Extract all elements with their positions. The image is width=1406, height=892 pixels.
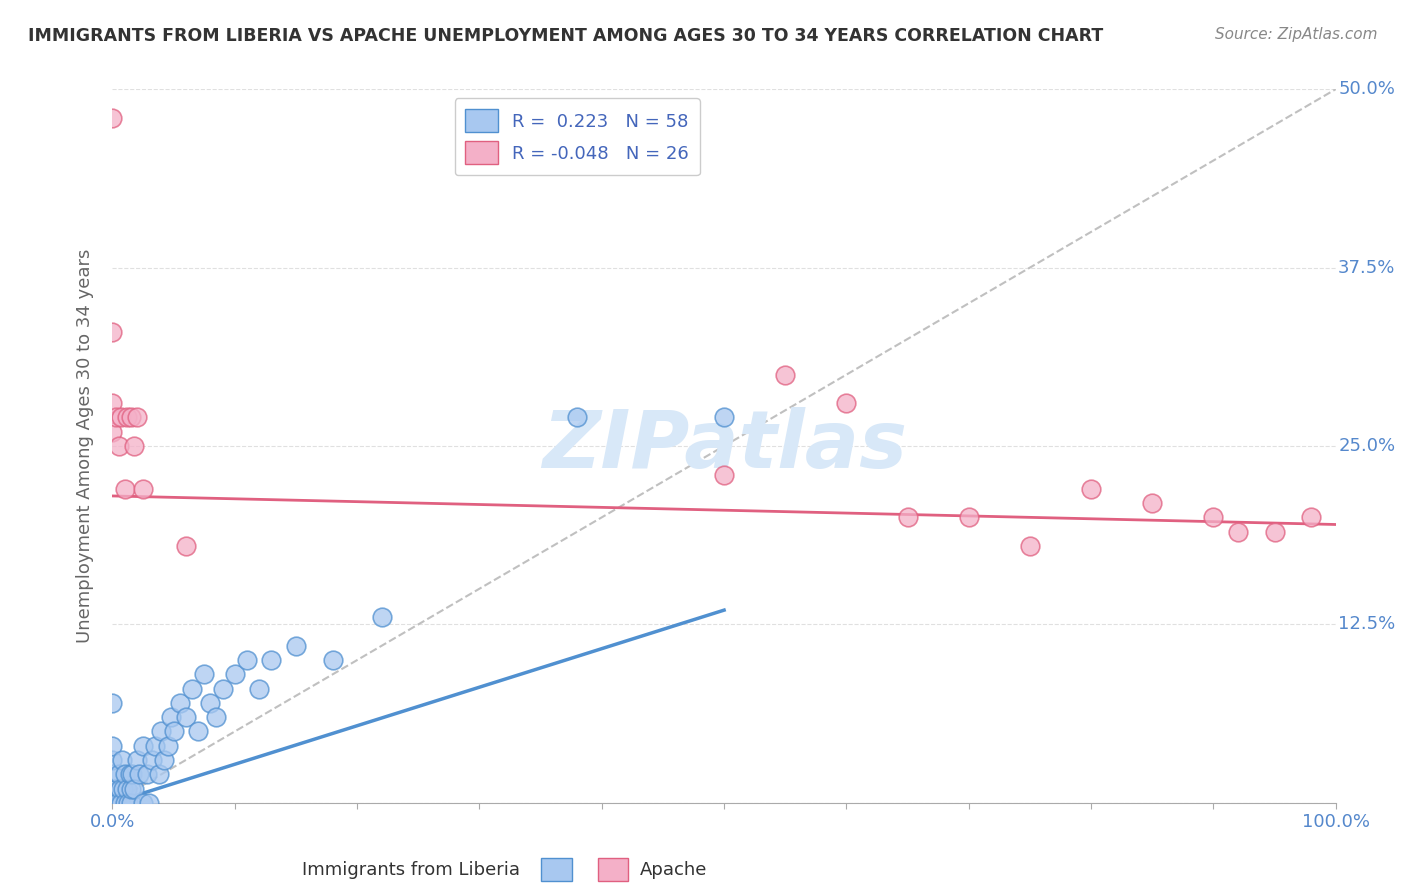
Point: [247, 681, 270, 696]
Point: [174, 710, 197, 724]
Point: [181, 681, 204, 696]
Point: [150, 724, 173, 739]
Text: ZIPatlas: ZIPatlas: [541, 407, 907, 485]
Text: 50.0%: 50.0%: [1339, 80, 1395, 98]
Point: [105, 781, 128, 796]
Point: [110, 796, 132, 810]
Point: [132, 482, 155, 496]
Point: [132, 796, 155, 810]
Point: [107, 439, 129, 453]
Point: [775, 368, 797, 382]
Point: [211, 681, 233, 696]
Text: Source: ZipAtlas.com: Source: ZipAtlas.com: [1215, 27, 1378, 42]
Point: [957, 510, 980, 524]
Point: [111, 753, 134, 767]
Point: [897, 510, 920, 524]
Text: 37.5%: 37.5%: [1339, 259, 1396, 277]
Point: [284, 639, 308, 653]
Point: [125, 753, 148, 767]
Point: [114, 767, 136, 781]
Point: [108, 781, 131, 796]
Point: [101, 796, 124, 810]
Point: [236, 653, 259, 667]
Point: [120, 781, 142, 796]
Point: [114, 482, 136, 496]
Point: [835, 396, 858, 410]
Point: [105, 796, 128, 810]
Point: [115, 781, 138, 796]
Point: [101, 767, 124, 781]
Point: [101, 781, 124, 796]
Point: [101, 425, 124, 439]
Point: [125, 410, 148, 425]
Point: [187, 724, 209, 739]
Point: [124, 781, 146, 796]
Point: [110, 410, 132, 425]
Point: [163, 724, 186, 739]
Text: 12.5%: 12.5%: [1339, 615, 1395, 633]
Point: [105, 410, 128, 425]
Point: [322, 653, 344, 667]
Point: [156, 739, 179, 753]
Point: [101, 696, 124, 710]
Point: [105, 796, 128, 810]
Point: [713, 410, 735, 425]
Point: [107, 767, 129, 781]
Text: 25.0%: 25.0%: [1339, 437, 1395, 455]
Point: [101, 796, 124, 810]
Point: [1018, 539, 1040, 553]
Point: [101, 796, 124, 810]
Point: [1080, 482, 1102, 496]
Point: [713, 467, 735, 482]
Point: [160, 710, 183, 724]
Point: [1142, 496, 1164, 510]
Text: Immigrants from Liberia: Immigrants from Liberia: [302, 861, 520, 879]
Point: [141, 753, 163, 767]
Point: [143, 739, 166, 753]
Point: [101, 739, 124, 753]
Point: [370, 610, 392, 624]
Point: [1202, 510, 1225, 524]
Point: [169, 696, 191, 710]
Point: [205, 710, 228, 724]
Point: [101, 781, 124, 796]
Point: [567, 410, 589, 425]
Point: [1226, 524, 1249, 539]
Point: [1301, 510, 1323, 524]
Point: [101, 396, 124, 410]
Point: [101, 753, 124, 767]
Point: [224, 667, 246, 681]
Point: [135, 767, 157, 781]
Y-axis label: Unemployment Among Ages 30 to 34 years: Unemployment Among Ages 30 to 34 years: [76, 249, 94, 643]
Point: [115, 410, 138, 425]
Point: [112, 781, 135, 796]
Legend: R =  0.223   N = 58, R = -0.048   N = 26: R = 0.223 N = 58, R = -0.048 N = 26: [454, 98, 700, 176]
Point: [128, 767, 150, 781]
Point: [124, 439, 146, 453]
Point: [120, 796, 142, 810]
Point: [121, 767, 143, 781]
Point: [200, 696, 222, 710]
Point: [101, 111, 124, 125]
Point: [120, 410, 142, 425]
Point: [101, 796, 124, 810]
Point: [101, 325, 124, 339]
Point: [138, 796, 160, 810]
Point: [118, 767, 141, 781]
Point: [114, 796, 136, 810]
Text: Apache: Apache: [640, 861, 707, 879]
Point: [117, 796, 139, 810]
Point: [1264, 524, 1286, 539]
Point: [193, 667, 215, 681]
Text: IMMIGRANTS FROM LIBERIA VS APACHE UNEMPLOYMENT AMONG AGES 30 TO 34 YEARS CORRELA: IMMIGRANTS FROM LIBERIA VS APACHE UNEMPL…: [28, 27, 1104, 45]
Point: [148, 767, 170, 781]
Point: [132, 739, 155, 753]
Point: [153, 753, 176, 767]
Point: [174, 539, 197, 553]
Point: [260, 653, 283, 667]
